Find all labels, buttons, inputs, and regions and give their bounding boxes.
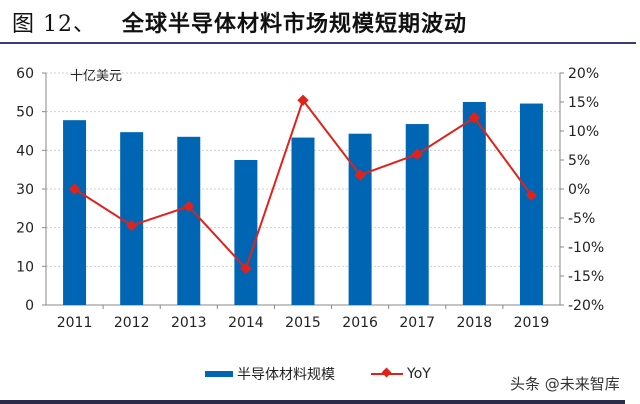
y-right-tick-label: 5% — [568, 153, 590, 169]
legend-line-swatch — [371, 373, 403, 375]
bar — [519, 103, 543, 306]
x-tick-label: 2012 — [114, 315, 150, 331]
x-tick-label: 2015 — [285, 315, 321, 331]
y-left-tick-label: 0 — [25, 298, 34, 314]
x-tick-label: 2017 — [399, 315, 435, 331]
bar — [177, 136, 201, 305]
bar — [63, 120, 87, 305]
bar — [234, 160, 258, 305]
yoy-point — [126, 219, 138, 232]
y-left-tick-label: 10 — [16, 259, 34, 275]
bar — [291, 137, 315, 305]
y-left-tick-label: 60 — [16, 66, 34, 82]
unit-label: 十亿美元 — [70, 69, 122, 84]
legend-bar-label: 半导体材料规模 — [237, 367, 335, 383]
y-left-tick-label: 20 — [16, 221, 34, 237]
chart-title: 图 12、 全球半导体材料市场规模短期波动 — [12, 6, 467, 38]
x-tick-label: 2013 — [171, 315, 207, 331]
bottom-rule — [0, 400, 625, 404]
yoy-point — [240, 262, 252, 275]
legend-bar-swatch — [205, 371, 233, 377]
yoy-point — [354, 169, 366, 181]
legend-line-label: YoY — [407, 366, 431, 382]
y-right-tick-label: -5% — [568, 211, 595, 227]
x-tick-label: 2011 — [57, 315, 93, 331]
y-left-tick-label: 30 — [16, 182, 34, 198]
y-right-tick-label: 15% — [568, 95, 599, 111]
bar — [348, 133, 372, 305]
y-right-tick-label: -10% — [568, 240, 604, 256]
y-right-tick-label: -20% — [568, 298, 604, 314]
title-text: 全球半导体材料市场规模短期波动 — [122, 12, 468, 37]
figure-number: 图 12、 — [12, 12, 96, 37]
y-right-tick-label: 0% — [568, 182, 590, 198]
watermark: 头条 @未来智库 — [510, 375, 620, 393]
bar — [462, 102, 486, 305]
title-underline — [0, 42, 636, 44]
y-right-tick-label: -15% — [568, 269, 604, 285]
yoy-point — [411, 148, 423, 160]
y-right-tick-label: 20% — [568, 66, 599, 82]
x-tick-label: 2018 — [457, 315, 493, 331]
bar — [405, 124, 429, 305]
legend: 半导体材料规模 YoY — [205, 364, 431, 384]
bar — [120, 132, 144, 305]
x-tick-label: 2016 — [342, 315, 378, 331]
x-tick-label: 2019 — [514, 315, 550, 331]
yoy-point — [525, 189, 538, 202]
y-left-tick-label: 40 — [16, 143, 34, 159]
y-left-tick-label: 50 — [16, 105, 34, 121]
y-right-tick-label: 10% — [568, 124, 599, 140]
x-tick-label: 2014 — [228, 315, 264, 331]
yoy-point — [183, 200, 195, 213]
